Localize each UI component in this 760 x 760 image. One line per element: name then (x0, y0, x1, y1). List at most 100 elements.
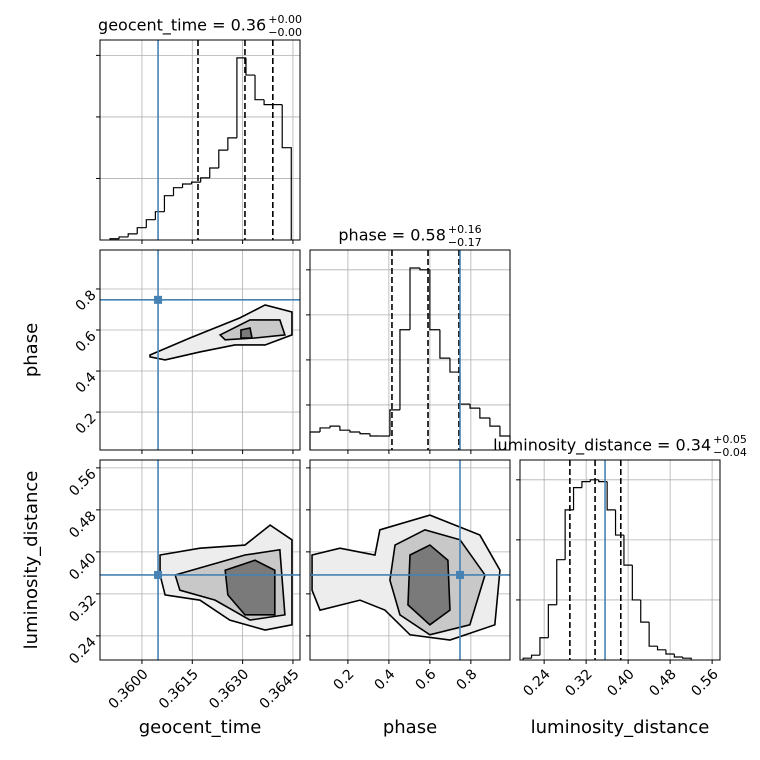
x-tick-label: 0.56 (688, 666, 721, 699)
y-tick-label: 0.40 (66, 550, 99, 583)
x-tick-label: 0.3630 (206, 666, 252, 712)
contour (218, 319, 286, 341)
title-minus: −0.17 (448, 236, 482, 249)
y-axis-label: phase (21, 323, 42, 377)
y-tick-label: 0.4 (73, 369, 100, 396)
hist-step (469, 404, 480, 409)
hist-step (656, 646, 666, 651)
contour (407, 544, 451, 626)
hist-step (581, 481, 591, 488)
hist-step (623, 535, 633, 566)
truth-marker (154, 295, 163, 304)
y-axis-label: luminosity_distance (21, 471, 42, 650)
hist-step (200, 177, 210, 183)
hist-step (459, 372, 471, 405)
hist-step (339, 426, 350, 431)
y-tick-label: 0.6 (73, 328, 100, 355)
contour (224, 559, 276, 616)
hist-step (631, 565, 641, 601)
hist-step (530, 654, 540, 659)
x-tick-label: 0.2 (331, 666, 358, 693)
title-minus: −0.00 (268, 26, 302, 39)
hist-step (349, 430, 360, 433)
contour (240, 326, 253, 339)
hist-step (118, 236, 129, 239)
hist-step (589, 479, 599, 482)
hist-step (281, 104, 292, 240)
hist-step (547, 604, 557, 638)
x-tick-label: 0.8 (453, 666, 480, 693)
hist-step (673, 653, 683, 658)
x-tick-label: 0.40 (604, 666, 637, 699)
truth-marker (154, 570, 163, 579)
hist-step (556, 559, 566, 605)
axes-frame (519, 459, 721, 661)
y-tick-label: 0.56 (66, 466, 99, 499)
hist-step (329, 425, 340, 428)
y-tick-label: 0.48 (66, 508, 99, 541)
x-tick-label: 0.3615 (156, 666, 202, 712)
truth-marker (456, 570, 464, 579)
hist-step (648, 622, 658, 647)
hist-step (429, 269, 440, 331)
axes-frame (309, 459, 511, 661)
hist-step (154, 211, 165, 220)
hist-step (439, 329, 450, 359)
x-tick-label: 0.6 (412, 666, 439, 693)
hist-step (389, 409, 400, 437)
panel-title: luminosity_distance = 0.34 (493, 436, 711, 456)
title-plus: +0.05 (713, 433, 747, 446)
hist-step (227, 137, 237, 151)
hist-step (399, 329, 410, 410)
panel-title: phase = 0.58 (338, 226, 445, 245)
x-axis-label: luminosity_distance (531, 717, 710, 738)
x-tick-label: 0.3645 (257, 666, 303, 712)
hist-step (163, 195, 174, 212)
hist-step (409, 267, 421, 330)
hist-step (181, 183, 192, 188)
hist-step (254, 75, 265, 101)
hist-step (127, 233, 138, 237)
hist-step (614, 509, 624, 536)
y-tick-label: 0.32 (66, 592, 99, 625)
x-axis-label: phase (383, 717, 437, 738)
title-plus: +0.16 (448, 223, 482, 236)
hist-step (419, 268, 430, 271)
hist-step (359, 431, 371, 435)
x-tick-label: 0.32 (562, 666, 595, 699)
hist-step (191, 181, 201, 184)
hist-step (309, 431, 321, 450)
x-tick-label: 0.4 (371, 666, 398, 693)
title-plus: +0.00 (268, 13, 302, 26)
hist-step (236, 57, 246, 138)
hist-step (640, 599, 650, 623)
hist-step (209, 167, 219, 178)
hist-step (449, 358, 460, 373)
panel-title: geocent_time = 0.36 (98, 16, 266, 36)
title-minus: −0.04 (713, 446, 747, 459)
x-tick-label: 0.3600 (106, 666, 152, 712)
hist-step (489, 418, 500, 427)
hist-step (369, 433, 380, 437)
hist-step (522, 657, 532, 660)
hist-step (136, 227, 147, 234)
hist-step (665, 649, 675, 655)
hist-step (263, 99, 274, 106)
y-tick-label: 0.24 (66, 634, 99, 667)
hist-step (319, 427, 331, 432)
y-tick-label: 0.8 (73, 287, 100, 314)
hist-step (539, 637, 549, 656)
x-axis-label: geocent_time (139, 717, 262, 738)
axes-frame (99, 39, 301, 241)
axes-frame (99, 459, 301, 661)
hist-step (682, 656, 692, 660)
y-tick-label: 0.2 (73, 410, 100, 437)
hist-step (479, 408, 490, 419)
axes-frame (99, 249, 301, 451)
hist-step (172, 187, 183, 196)
axes-frame (309, 249, 511, 451)
x-tick-label: 0.48 (646, 666, 679, 699)
hist-step (245, 57, 256, 76)
hist-step (572, 487, 582, 510)
